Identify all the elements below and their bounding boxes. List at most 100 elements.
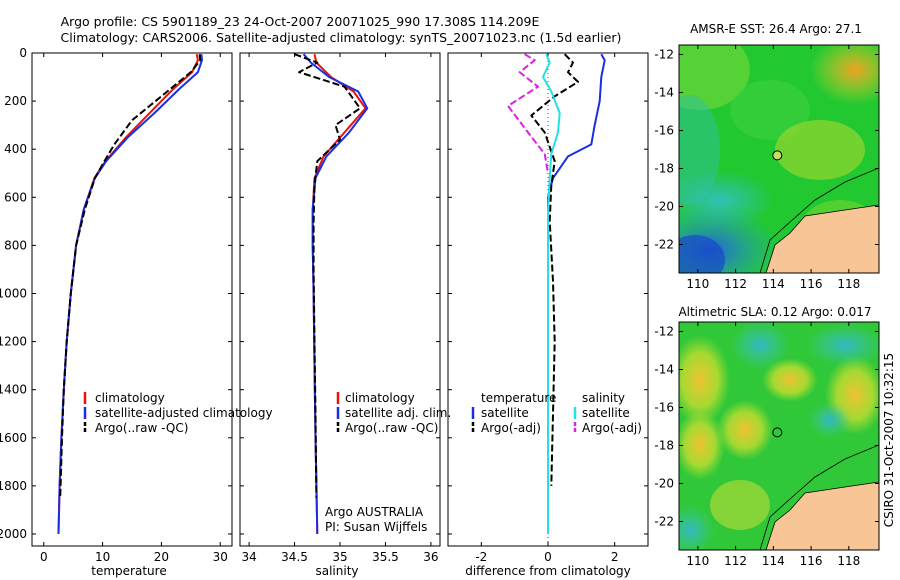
difference-xlabel: difference from climatology <box>465 564 631 578</box>
y-tick-label: -14 <box>654 363 674 377</box>
legend-label-temp-argo: Argo(-adj) <box>481 421 541 435</box>
x-tick-label: 30 <box>213 550 228 564</box>
y-tick-label: 1400 <box>0 383 27 397</box>
legend-heading-temperature: temperature <box>481 391 556 405</box>
salinity-axes-frame <box>239 52 441 547</box>
series-line-temperature-satellite <box>547 53 606 534</box>
sst-field <box>679 45 879 273</box>
legend-label-satellite: satellite-adjusted climatology <box>95 406 273 420</box>
x-tick-label: 2 <box>611 550 619 564</box>
x-tick-label: 116 <box>800 554 823 568</box>
legend-label-argo: Argo(..raw -QC) <box>345 421 438 435</box>
coastline <box>765 481 879 550</box>
x-tick-label: 118 <box>837 277 860 291</box>
sst-map-title: AMSR-E SST: 26.4 Argo: 27.1 <box>690 22 862 36</box>
y-tick-label: 800 <box>4 238 27 252</box>
x-tick-label: 34.5 <box>281 550 308 564</box>
sla-map-title: Altimetric SLA: 0.12 Argo: 0.017 <box>678 305 871 319</box>
y-tick-label: -16 <box>654 124 674 138</box>
temperature-lines <box>57 54 203 535</box>
difference-lines <box>507 53 606 534</box>
salinity-ticks: 34 34.5 35 35.5 36 <box>240 52 440 564</box>
x-tick-label: 110 <box>686 554 709 568</box>
salinity-panel: 34 34.5 35 35.5 36 salinity climatology sate… <box>239 52 451 578</box>
legend-label-sal-argo: Argo(-adj) <box>582 421 642 435</box>
sla-field <box>679 322 879 550</box>
x-tick-label: 0 <box>544 550 552 564</box>
series-line-argo-raw-qc <box>294 53 361 498</box>
y-tick-label: -12 <box>654 48 674 62</box>
series-line-satellite-adj-clim <box>302 53 369 535</box>
series-line-salinity-argo-adj <box>507 53 549 174</box>
x-tick-label: 114 <box>762 277 785 291</box>
y-tick-label: 1000 <box>0 286 27 300</box>
y-tick-label: 600 <box>4 190 27 204</box>
x-tick-label: 110 <box>686 277 709 291</box>
argo-location-marker <box>772 427 783 438</box>
argo-australia-note: Argo AUSTRALIA <box>325 505 424 519</box>
y-tick-label: 1800 <box>0 479 27 493</box>
y-tick-label: -22 <box>654 238 674 252</box>
temperature-panel: 0 10 20 30 0 200 400 600 800 1000 1200 1400 1600 1800… <box>0 46 273 578</box>
land <box>766 482 879 550</box>
legend-label-sal-satellite: satellite <box>582 406 630 420</box>
series-line-temperature-argo-adj <box>530 53 579 486</box>
y-tick-label: -20 <box>654 477 674 491</box>
x-tick-label: 35.5 <box>372 550 399 564</box>
y-tick-label: -16 <box>654 401 674 415</box>
y-tick-label: -12 <box>654 325 674 339</box>
x-tick-label: 112 <box>724 554 747 568</box>
y-tick-label: -18 <box>654 162 674 176</box>
land <box>766 205 879 273</box>
y-tick-label: -14 <box>654 86 674 100</box>
sst-map-ticks: 110 112 114 116 118 -12 -14 -16 -18 -20 -22 <box>654 45 879 291</box>
sla-map-frame <box>678 321 880 551</box>
figure-title-line2: Climatology: CARS2006. Satellite-adjuste… <box>61 30 622 45</box>
y-tick-label: 2000 <box>0 527 27 541</box>
x-tick-label: 35 <box>332 550 347 564</box>
y-tick-label: 1200 <box>0 335 27 349</box>
legend-label-temp-satellite: satellite <box>481 406 529 420</box>
x-tick-label: 10 <box>95 550 110 564</box>
y-tick-label: 400 <box>4 142 27 156</box>
x-tick-label: 114 <box>762 554 785 568</box>
temperature-xlabel: temperature <box>91 564 166 578</box>
y-tick-label: 0 <box>19 46 27 60</box>
y-tick-label: -18 <box>654 439 674 453</box>
pi-note: PI: Susan Wijffels <box>325 520 427 534</box>
sla-map: Altimetric SLA: 0.12 Argo: 0.017 110 112 1… <box>654 305 880 568</box>
legend-heading-salinity: salinity <box>582 391 625 405</box>
temperature-axes-frame <box>31 52 233 547</box>
x-tick-label: 0 <box>40 550 48 564</box>
difference-panel: -2 0 2 difference from climatology tempera… <box>447 52 649 578</box>
isobath <box>759 167 879 273</box>
csiro-timestamp: CSIRO 31-Oct-2007 10:32:15 <box>882 353 896 527</box>
temperature-ticks: 0 10 20 30 0 200 400 600 800 1000 1200 1400 1600 1800… <box>0 46 232 564</box>
sst-map-frame <box>678 44 880 274</box>
x-tick-label: 34 <box>241 550 256 564</box>
x-tick-label: 20 <box>154 550 169 564</box>
figure-title-line1: Argo profile: CS 5901189_23 24-Oct-2007 … <box>61 14 540 29</box>
legend-label-climatology: climatology <box>345 391 415 405</box>
series-line-argo-raw-qc <box>59 54 202 498</box>
coastline <box>765 204 879 273</box>
y-tick-label: -22 <box>654 515 674 529</box>
y-tick-label: -20 <box>654 200 674 214</box>
salinity-xlabel: salinity <box>315 564 358 578</box>
series-line-satellite-adjusted-climatology <box>57 54 203 535</box>
salinity-lines <box>294 53 369 535</box>
x-tick-label: 36 <box>423 550 438 564</box>
x-tick-label: 112 <box>724 277 747 291</box>
x-tick-label: 116 <box>800 277 823 291</box>
series-line-climatology <box>311 53 367 535</box>
sla-map-ticks: 110 112 114 116 118 -12 -14 -16 -18 -20 -22 <box>654 322 879 568</box>
sst-map: AMSR-E SST: 26.4 Argo: 27.1 110 112 114 116… <box>654 22 880 291</box>
argo-location-marker <box>772 150 783 161</box>
legend-label-satellite: satellite adj. clim. <box>345 406 451 420</box>
salinity-legend: climatology satellite adj. clim. Argo(..… <box>336 391 451 435</box>
difference-legend: temperature satellite Argo(-adj) salinit… <box>471 391 642 435</box>
legend-label-argo: Argo(..raw -QC) <box>95 421 188 435</box>
temperature-legend: climatology satellite-adjusted climatolo… <box>83 391 273 435</box>
y-tick-label: 1600 <box>0 431 27 445</box>
